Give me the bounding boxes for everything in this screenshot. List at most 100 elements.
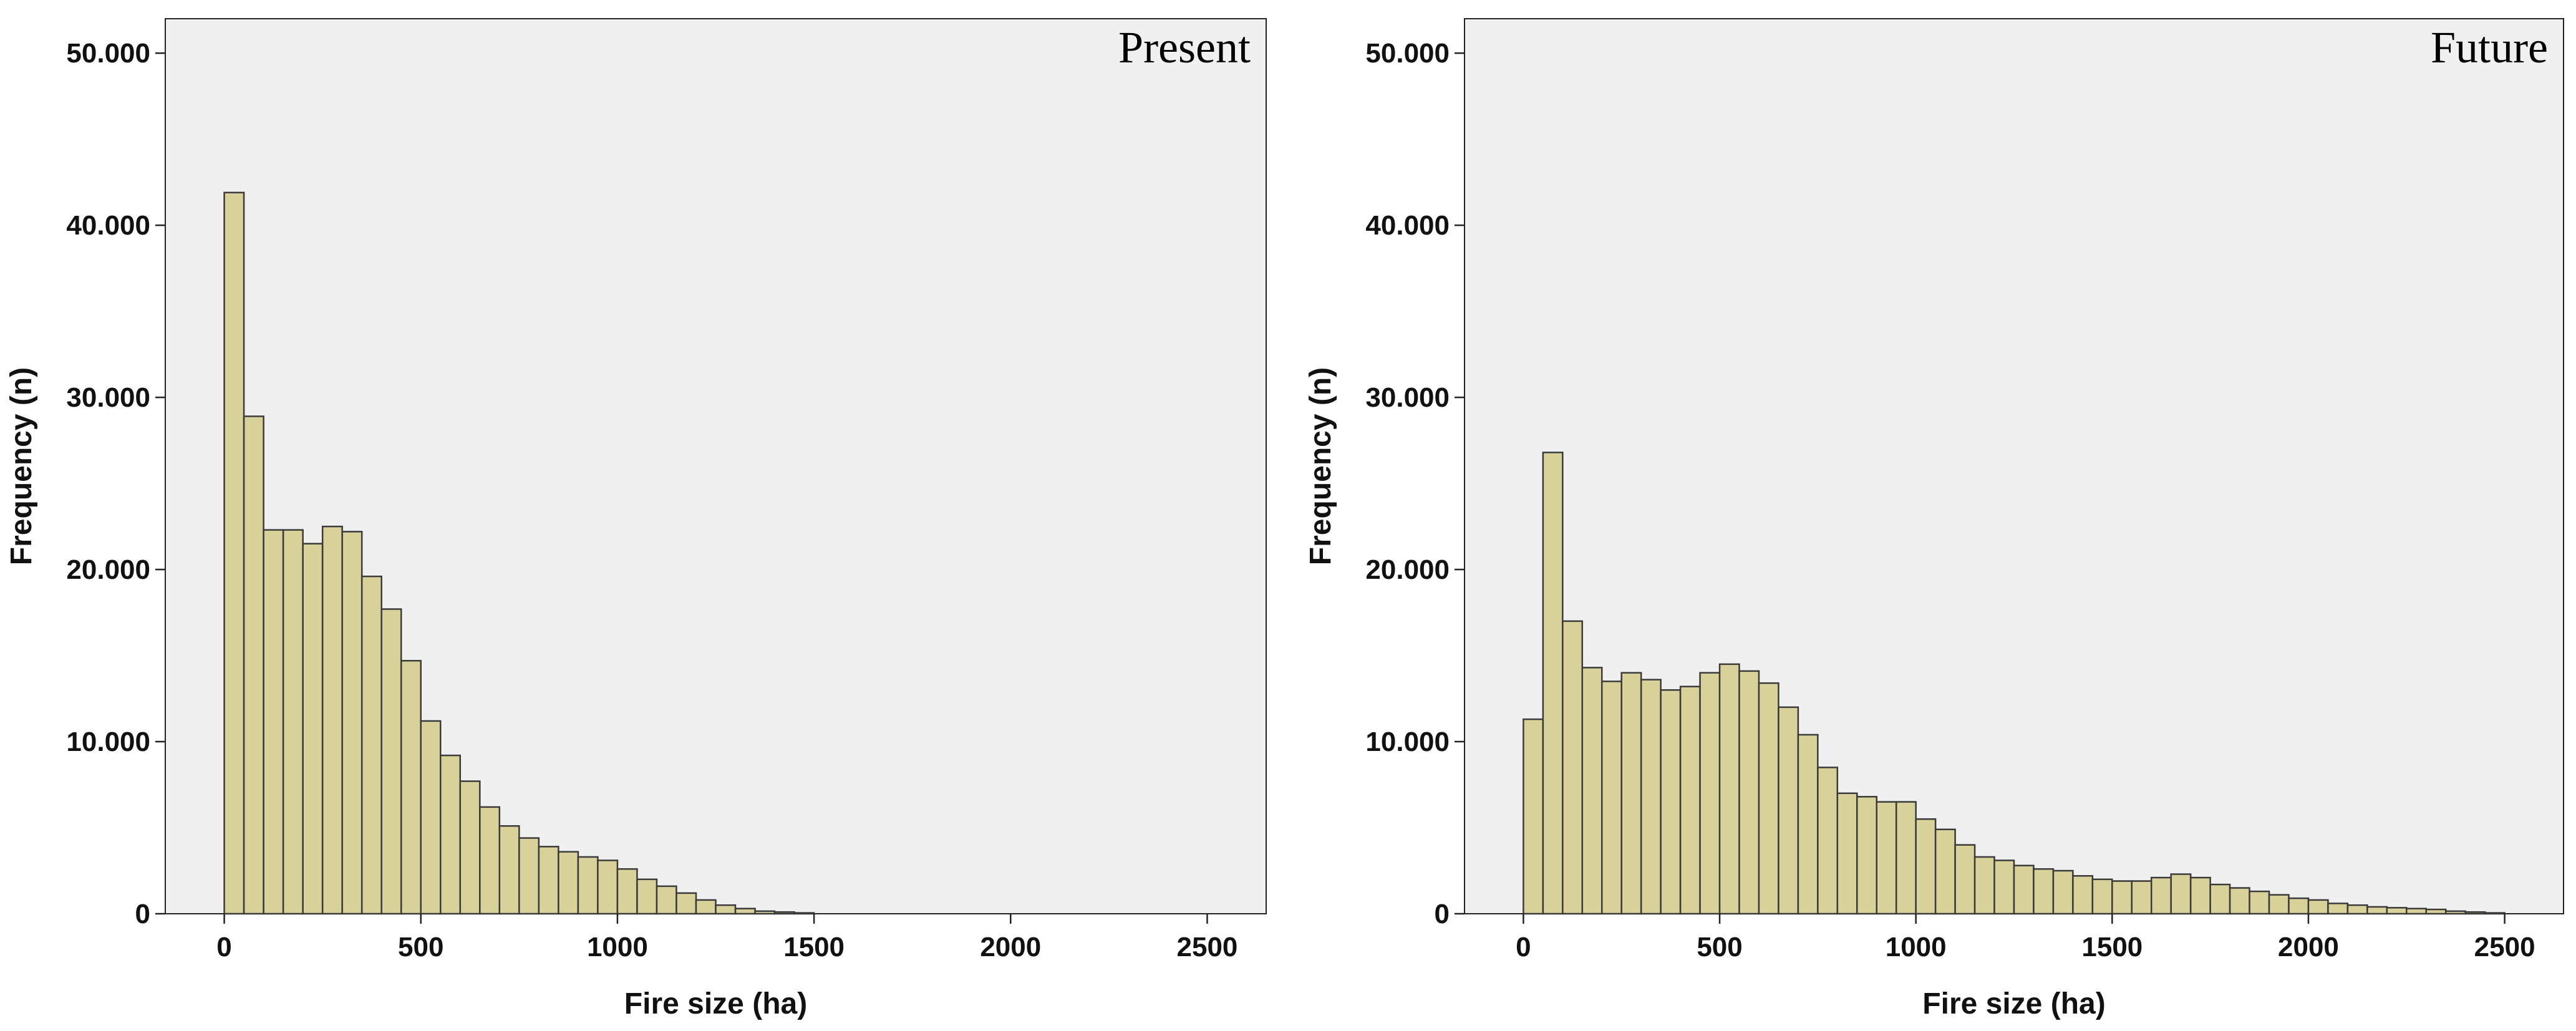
histogram-bar (2013, 864, 2035, 915)
y-tick-label: 20.000 (66, 554, 150, 585)
histogram-bar (243, 415, 264, 915)
x-axis-label: Fire size (ha) (1922, 987, 2105, 1020)
x-tick-label: 0 (1516, 932, 1531, 962)
histogram-bar (1915, 818, 1937, 915)
x-tick-label: 1000 (587, 932, 648, 962)
y-tick-label: 0 (1435, 899, 1450, 929)
histogram-bar (2288, 897, 2310, 915)
histogram-bar (715, 904, 737, 915)
y-axis-label: Frequency (n) (1304, 367, 1337, 565)
histogram-bar (2151, 876, 2172, 915)
histogram-bar (2346, 904, 2368, 915)
panel-label: Future (2431, 22, 2548, 72)
histogram-bar (2052, 869, 2074, 915)
histogram-bar (1836, 792, 1858, 915)
histogram-bar (538, 846, 559, 915)
y-tick-label: 50.000 (1365, 38, 1450, 69)
histogram-bar (2033, 868, 2055, 915)
histogram-bar (2406, 908, 2427, 915)
histogram-bar (2229, 887, 2250, 915)
histogram-bar (1562, 620, 1584, 915)
histogram-bar (302, 543, 324, 915)
histogram-bar (1640, 679, 1662, 915)
histogram-bar (459, 780, 481, 915)
y-tick-label: 10.000 (1365, 727, 1450, 757)
histogram-bar (1778, 706, 1799, 915)
histogram-bar (518, 837, 540, 915)
histogram-present: 0 10.000 20.000 30.000 40.000 50.000 0 500 1000… (5, 18, 1267, 1020)
x-tick-label: 1000 (1886, 932, 1947, 962)
histogram-bar (1718, 663, 1740, 915)
histogram-bar (1895, 801, 1917, 915)
histogram-bar (1660, 689, 1682, 915)
histogram-bar (1876, 801, 1897, 915)
histogram-bar (1523, 718, 1544, 915)
histogram-bar (1973, 856, 1995, 915)
bars-group (1523, 452, 2506, 915)
histogram-bar (675, 892, 697, 915)
histogram-bar (2170, 873, 2192, 915)
histogram-bar (577, 856, 599, 915)
histogram-bar (793, 912, 815, 915)
y-tick-label: 30.000 (1365, 382, 1450, 413)
histogram-bar (2268, 894, 2290, 915)
x-tick-label: 500 (398, 932, 443, 962)
histogram-bar (400, 660, 422, 915)
bars-group (223, 191, 815, 915)
x-axis-label: Fire size (ha) (624, 987, 807, 1020)
histogram-bar (2072, 875, 2094, 915)
histogram-bar (1738, 670, 1760, 915)
x-axis: 0 500 1000 1500 2000 2500 (1516, 914, 2535, 962)
histogram-bar (2327, 903, 2349, 915)
histogram-bar (656, 885, 677, 915)
histogram-bar (1581, 667, 1603, 915)
histogram-bar (2307, 899, 2329, 915)
histogram-bar (1817, 767, 1839, 915)
x-tick-label: 0 (216, 932, 231, 962)
histogram-bar (2484, 912, 2506, 915)
histogram-bar (2209, 883, 2231, 915)
histogram-bar (1797, 733, 1819, 915)
histogram-bar (2189, 876, 2211, 915)
histogram-bar (282, 529, 304, 915)
histogram-bar (1542, 452, 1564, 915)
y-tick-label: 20.000 (1365, 554, 1450, 585)
histogram-bar (2425, 908, 2447, 915)
histogram-bar (2386, 907, 2408, 915)
histogram-bar (1758, 682, 1779, 915)
y-axis-label: Frequency (n) (5, 367, 38, 565)
histogram-bar (1856, 796, 1877, 915)
panel-label: Present (1118, 22, 1251, 72)
histogram-bar (2444, 910, 2466, 915)
histogram-bar (1954, 844, 1976, 915)
histogram-bar (1934, 828, 1956, 915)
y-tick-label: 30.000 (66, 382, 150, 413)
histogram-bar (341, 531, 363, 915)
x-axis: 0 500 1000 1500 2000 2500 (216, 914, 1237, 962)
histogram-bar (2111, 880, 2133, 915)
histogram-bar (1699, 672, 1721, 915)
histogram-future: 0 10.000 20.000 30.000 40.000 50.000 0 500 1000… (1304, 18, 2564, 1020)
y-tick-label: 40.000 (66, 210, 150, 241)
x-tick-label: 2500 (2474, 932, 2535, 962)
histogram-bar (695, 899, 717, 915)
histogram-bar (361, 575, 382, 915)
x-tick-label: 1500 (783, 932, 845, 962)
histogram-bar (2464, 911, 2486, 915)
histogram-bar (223, 191, 245, 915)
histogram-bar (597, 859, 619, 915)
histogram-bar (2366, 906, 2388, 915)
x-tick-label: 2000 (2278, 932, 2339, 962)
histogram-bar (1620, 672, 1642, 915)
y-tick-label: 50.000 (66, 38, 150, 69)
histogram-bar (2131, 880, 2152, 915)
histogram-bar (636, 878, 658, 915)
histogram-bar (321, 525, 343, 915)
histogram-bar (1679, 685, 1701, 915)
histogram-bar (440, 754, 462, 915)
histogram-bar (1601, 680, 1622, 915)
y-axis: 0 10.000 20.000 30.000 40.000 50.000 (66, 38, 165, 929)
histogram-bar (754, 910, 776, 915)
x-tick-label: 2500 (1177, 932, 1238, 962)
histogram-bar (773, 911, 795, 915)
